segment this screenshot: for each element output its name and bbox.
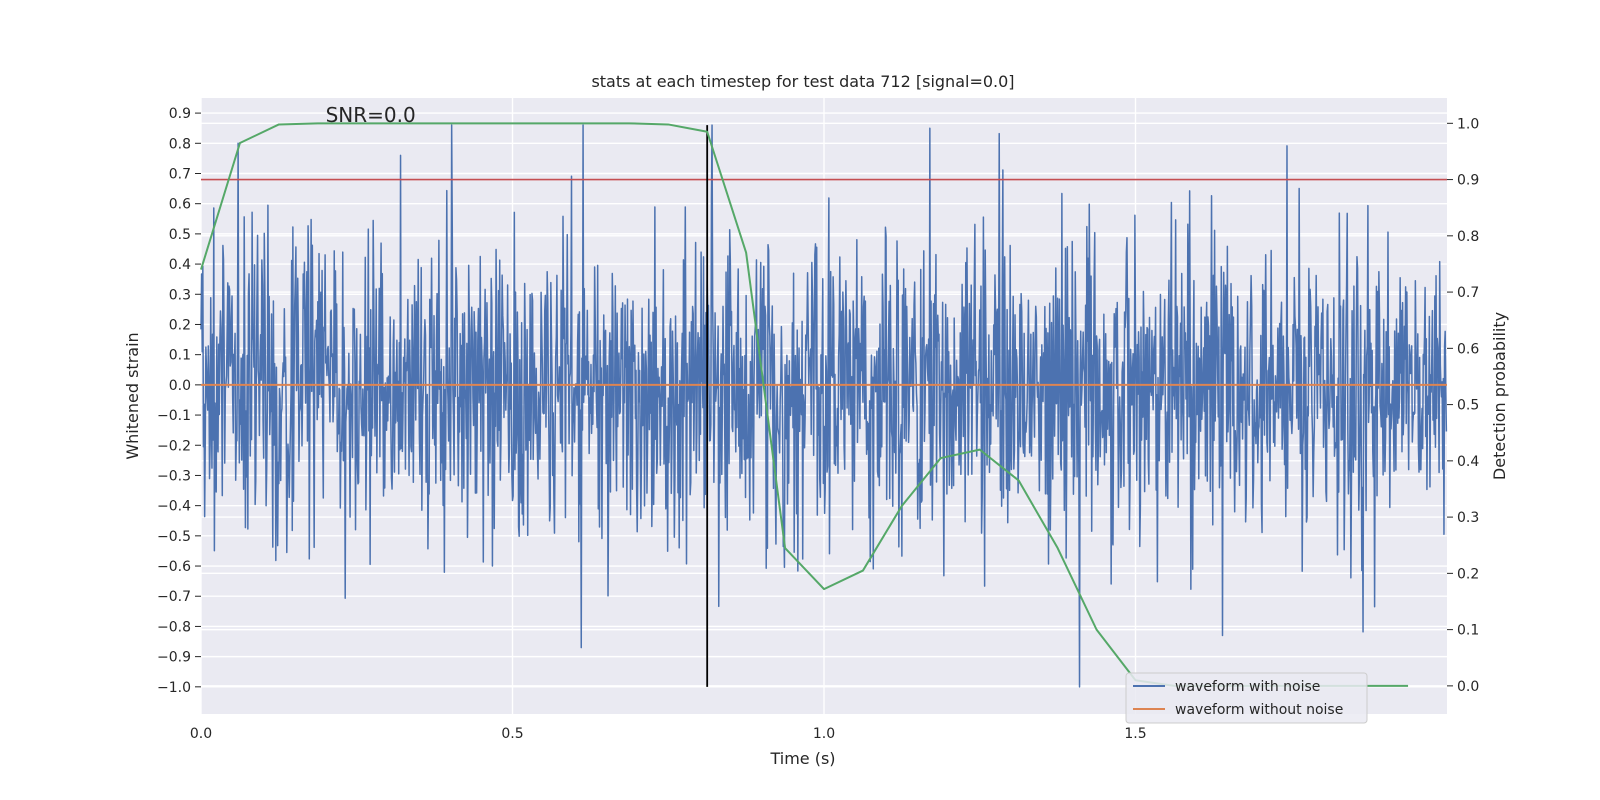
legend-label-noisy: waveform with noise xyxy=(1175,679,1320,695)
legend: waveform with noise waveform without noi… xyxy=(1125,672,1368,724)
y-left-tick-label-0: 0.9 xyxy=(169,106,191,122)
y-right-tick-label-0: 1.0 xyxy=(1457,116,1479,132)
y-left-tick-label-14: −0.5 xyxy=(157,529,191,545)
y-right-tick-label-6: 0.4 xyxy=(1457,454,1479,470)
y-left-tick-label-13: −0.4 xyxy=(157,499,191,515)
y-right-tick-label-10: 0.0 xyxy=(1457,679,1479,695)
x-tick-label-0: 0.0 xyxy=(190,726,212,742)
y-left-tick-label-2: 0.7 xyxy=(169,166,191,182)
y-right-tick-label-2: 0.8 xyxy=(1457,229,1479,245)
x-tick-label-3: 1.5 xyxy=(1124,726,1146,742)
y-left-tick-label-9: 0.0 xyxy=(169,378,191,394)
x-axis-title: Time (s) xyxy=(769,749,835,768)
y-left-tick-label-8: 0.1 xyxy=(169,348,191,364)
chart-title: stats at each timestep for test data 712… xyxy=(591,72,1014,91)
y-right-tick-label-4: 0.6 xyxy=(1457,341,1479,357)
y-left-tick-label-4: 0.5 xyxy=(169,227,191,243)
y-left-tick-label-3: 0.6 xyxy=(169,197,191,213)
reference-lines-group xyxy=(201,125,1447,687)
y-right-tick-label-8: 0.2 xyxy=(1457,566,1479,582)
y-left-tick-label-10: −0.1 xyxy=(157,408,191,424)
y-right-tick-label-3: 0.7 xyxy=(1457,285,1479,301)
x-tick-label-2: 1.0 xyxy=(813,726,835,742)
y-left-tick-label-6: 0.3 xyxy=(169,287,191,303)
y-left-tick-label-1: 0.8 xyxy=(169,136,191,152)
y-left-tick-label-18: −0.9 xyxy=(157,650,191,666)
y-left-tick-label-5: 0.4 xyxy=(169,257,191,273)
legend-box xyxy=(1125,672,1368,724)
y-right-tick-label-5: 0.5 xyxy=(1457,398,1479,414)
y-left-tick-label-11: −0.2 xyxy=(157,438,191,454)
y-right-tick-label-9: 0.1 xyxy=(1457,623,1479,639)
y-left-tick-label-15: −0.6 xyxy=(157,559,191,575)
y-right-tick-group: 1.0 0.9 0.8 0.7 0.6 0.5 0.4 0.3 0.2 0.1 0.0 xyxy=(1447,116,1479,695)
y-left-tick-label-17: −0.8 xyxy=(157,619,191,635)
y-right-tick-label-1: 0.9 xyxy=(1457,173,1479,189)
y-left-tick-label-16: −0.7 xyxy=(157,589,191,605)
noisy-waveform-group xyxy=(200,124,1448,688)
y-right-axis-title: Detection probability xyxy=(1490,312,1509,480)
y-left-axis-title: Whitened strain xyxy=(123,332,142,459)
x-tick-label-1: 0.5 xyxy=(501,726,523,742)
y-right-tick-label-7: 0.3 xyxy=(1457,510,1479,526)
y-left-tick-label-7: 0.2 xyxy=(169,317,191,333)
y-left-tick-group: 0.9 0.8 0.7 0.6 0.5 0.4 0.3 0.2 0.1 0.0 −0.1 −0.2 −0… xyxy=(157,106,201,696)
y-left-tick-label-19: −1.0 xyxy=(157,680,191,696)
legend-label-clean: waveform without noise xyxy=(1175,702,1343,718)
noisy-waveform-line xyxy=(200,124,1448,688)
snr-annotation: SNR=0.0 xyxy=(326,103,416,127)
y-left-tick-label-12: −0.3 xyxy=(157,468,191,484)
x-tick-group: 0.0 0.5 1.0 1.5 xyxy=(190,726,1147,742)
